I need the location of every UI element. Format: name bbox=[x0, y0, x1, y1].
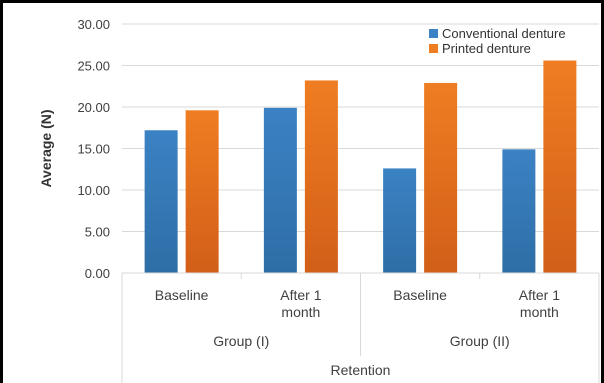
y-axis: 0.00 5.00 10.00 15.00 20.00 25.00 30.00 bbox=[77, 17, 110, 281]
bar-printed bbox=[185, 110, 219, 273]
bar-conventional bbox=[263, 107, 297, 273]
chart-panel: 0.00 5.00 10.00 15.00 20.00 25.00 30.00 Baseli… bbox=[3, 3, 601, 383]
group-label: Group (I) bbox=[213, 333, 269, 349]
y-axis-title: Average (N) bbox=[38, 109, 54, 187]
y-tick-label: 20.00 bbox=[77, 100, 110, 115]
legend-swatch bbox=[429, 29, 438, 38]
y-tick-label: 30.00 bbox=[77, 17, 110, 32]
x-axis: Baseline After 1 month Baseline After 1 month… bbox=[121, 272, 600, 383]
bar-conventional bbox=[383, 168, 417, 273]
bar-chart: 0.00 5.00 10.00 15.00 20.00 25.00 30.00 Baseli… bbox=[38, 17, 600, 383]
bar-printed bbox=[424, 82, 458, 274]
x-tick-label: After 1 month bbox=[519, 287, 560, 320]
y-tick-label: 15.00 bbox=[77, 142, 110, 157]
y-tick-label: 10.00 bbox=[77, 183, 110, 198]
bar-conventional bbox=[502, 149, 536, 273]
x-tick-label: Baseline bbox=[155, 287, 209, 303]
legend-swatch bbox=[429, 44, 438, 53]
y-tick-label: 25.00 bbox=[77, 59, 110, 74]
y-tick-label: 5.00 bbox=[85, 225, 110, 240]
bar-printed bbox=[543, 60, 577, 273]
x-tick-label: After 1 month bbox=[280, 287, 321, 320]
bar-printed bbox=[304, 80, 338, 273]
bars bbox=[144, 60, 577, 274]
x-axis-title: Retention bbox=[331, 362, 391, 378]
group-label: Group (II) bbox=[450, 333, 510, 349]
legend-label: Conventional denture bbox=[442, 26, 566, 41]
legend-label: Printed denture bbox=[442, 41, 531, 56]
y-tick-label: 0.00 bbox=[85, 266, 110, 281]
bar-conventional bbox=[144, 130, 178, 273]
x-tick-label: Baseline bbox=[393, 287, 447, 303]
